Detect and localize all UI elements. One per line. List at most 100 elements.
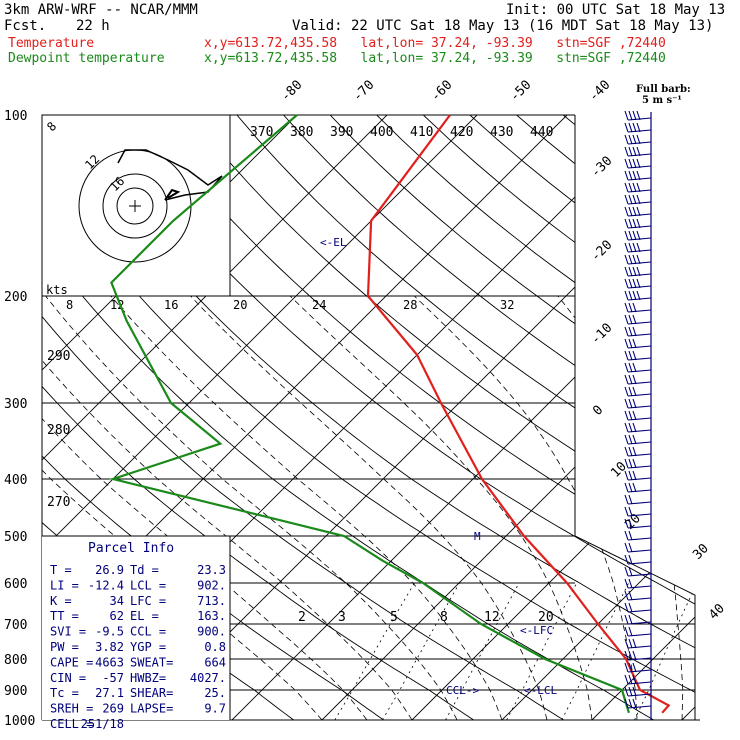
parcel-value: 9.7 (204, 702, 226, 716)
wind-barb (624, 302, 652, 313)
wind-barb (624, 158, 652, 169)
wind-barb (624, 494, 652, 505)
mixing-ratio-label-3: 3 (338, 610, 346, 625)
parcel-key: K = (50, 594, 72, 608)
hodo-speed-label-20: 20 (233, 298, 247, 312)
moist-adiabat (42, 295, 368, 720)
parcel-value: 664 (204, 655, 226, 669)
mixing-ratio-label-8: 8 (440, 610, 448, 625)
pressure-labels: 100 200 300 400 500 600 700 800 900 1000 (4, 109, 35, 729)
forecast-hour: 22 h (76, 18, 110, 34)
m-label: M (474, 530, 481, 543)
isotherm (501, 115, 695, 720)
wind-barb (624, 374, 652, 385)
wind-barb (624, 182, 652, 193)
model-title: 3km ARW-WRF -- NCAR/MMM (4, 2, 198, 18)
pressure-label-1000: 1000 (4, 714, 35, 729)
parcel-value: -57 (102, 671, 124, 685)
ccl-label: CCL-> (446, 684, 479, 697)
wind-barb (624, 254, 652, 265)
mixing-ratio-label-2: 2 (298, 610, 306, 625)
isotherm (141, 115, 695, 720)
parcel-key: PW = (50, 640, 79, 654)
hodo-speed-label-32: 32 (500, 298, 514, 312)
wind-barb (624, 134, 652, 145)
wind-barb (624, 698, 652, 709)
theta-e-label-420: 420 (450, 125, 473, 140)
parcel-key: LCL = (130, 578, 166, 592)
parcel-key: T = (50, 563, 72, 577)
pressure-label-300: 300 (4, 397, 27, 412)
wind-barb (624, 686, 652, 697)
wind-barb (624, 326, 652, 337)
mixing-ratio-label-12: 12 (484, 610, 500, 625)
isotherm-label-30: 30 (690, 541, 712, 563)
lcl-label: <-LCL (524, 684, 557, 697)
valid-time: Valid: 22 UTC Sat 18 May 13 (16 MDT Sat … (292, 18, 714, 34)
dry-adiabat (189, 115, 695, 720)
pressure-label-900: 900 (4, 684, 27, 699)
wind-barb (624, 602, 652, 613)
wind-barb (624, 554, 652, 565)
el-label: <-EL (320, 236, 347, 249)
isotherm-label--40: -40 (586, 78, 613, 105)
mixing-ratio-line (445, 582, 520, 720)
location-dewpoint: x,y=613.72,435.58 lat,lon= 37.24, -93.39… (204, 51, 666, 66)
dry-adiabat (376, 115, 695, 720)
parcel-key: SWEAT= (130, 655, 173, 669)
wind-barb (624, 566, 652, 577)
moist-adiabat (42, 295, 413, 720)
parcel-key: LAPSE= (130, 702, 173, 716)
parcel-value: -12.4 (88, 578, 124, 592)
parcel-key: LFC = (130, 594, 166, 608)
parcel-key: CIN = (50, 671, 86, 685)
wind-barb (624, 434, 652, 445)
wind-barb (624, 482, 652, 493)
wind-barb (624, 590, 652, 601)
wind-legend-subtitle: 5 m s⁻¹ (642, 95, 682, 106)
mixing-ratio-lines (334, 582, 695, 720)
pressure-label-500: 500 (4, 530, 27, 545)
parcel-value: 4663 (95, 655, 124, 669)
parcel-key: Td = (130, 563, 159, 577)
dry-adiabat (143, 115, 695, 720)
theta-e-label-370: 370 (250, 125, 273, 140)
wind-barb (624, 146, 652, 157)
pressure-label-600: 600 (4, 577, 27, 592)
dry-adiabat (236, 115, 695, 720)
wind-barb (624, 350, 652, 361)
moist-adiabat (414, 295, 638, 720)
wind-barb (624, 386, 652, 397)
wind-barb (624, 530, 652, 541)
isotherm-label--20: -20 (588, 238, 615, 265)
hodo-speed-label-28: 28 (403, 298, 417, 312)
dry-adiabat (42, 115, 496, 720)
wind-barb (624, 458, 652, 469)
hodo-speed-label-8: 8 (66, 298, 73, 312)
isotherm (42, 115, 388, 720)
dry-adiabat (50, 115, 695, 720)
moist-adiabat (110, 295, 503, 720)
isotherm-label-40: 40 (706, 601, 728, 623)
theta-e-label-410: 410 (410, 125, 433, 140)
isotherm-label--60: -60 (428, 78, 455, 105)
wind-barb (624, 122, 652, 133)
parcel-key: CAPE = (50, 655, 93, 669)
parcel-key: SREH = (50, 702, 93, 716)
forecast-label: Fcst. (4, 18, 47, 34)
wind-barb (624, 206, 652, 217)
location-temperature: x,y=613.72,435.58 lat,lon= 37.24, -93.39… (204, 36, 666, 51)
isotherm (411, 115, 695, 720)
wind-barb (624, 314, 652, 325)
wind-barb (624, 278, 652, 289)
wind-barb (624, 674, 652, 685)
wind-barb (624, 578, 652, 589)
lfc-label: <-LFC (520, 624, 553, 637)
legend-dewpoint: Dewpoint temperature (8, 51, 165, 66)
parcel-info-box: Parcel Info T = 26.9 Td = 23.3 LI = -12.4 LCL =… (42, 535, 231, 731)
dry-adiabat (516, 115, 695, 720)
wind-barb (624, 398, 652, 409)
parcel-key: EL = (130, 609, 159, 623)
parcel-value: 34 (110, 594, 124, 608)
